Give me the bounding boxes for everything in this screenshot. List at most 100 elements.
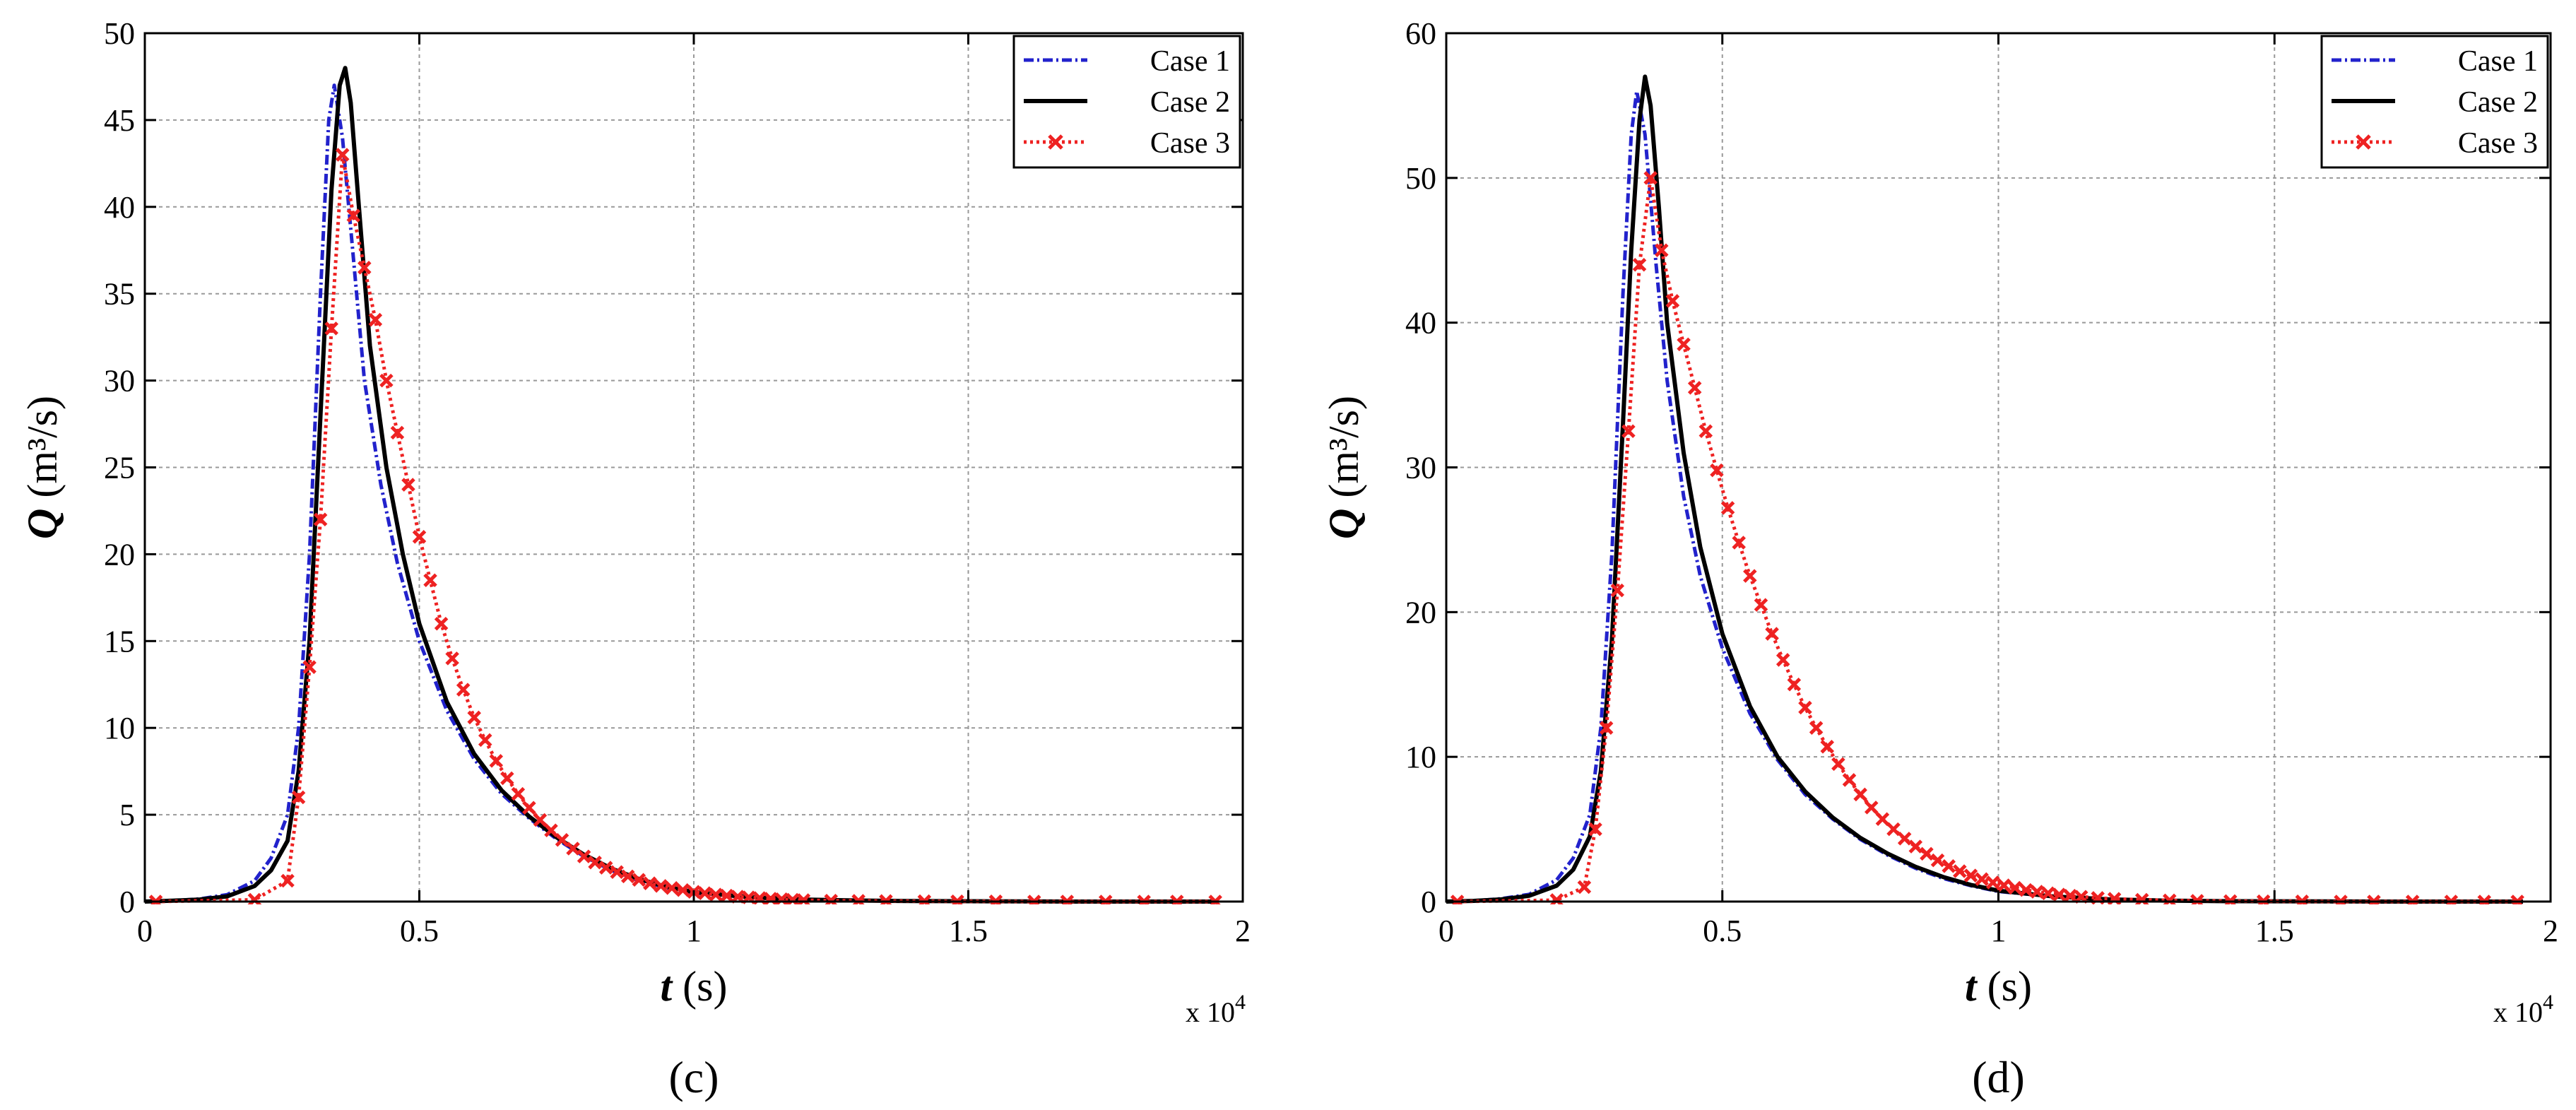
x-tick-label: 1 <box>686 914 702 948</box>
data-point-marker <box>796 893 811 904</box>
data-point-marker <box>709 887 723 902</box>
plot-area <box>145 66 1222 904</box>
y-tick-label: 40 <box>1405 306 1436 341</box>
data-point-marker <box>401 478 415 492</box>
data-point-marker <box>544 823 558 837</box>
series-2 <box>145 66 1216 904</box>
y-axis-unit: (m³/s) <box>19 396 66 509</box>
data-point-marker <box>786 892 800 904</box>
data-point-marker <box>1864 801 1879 815</box>
data-point-marker <box>654 879 668 893</box>
data-point-marker <box>500 771 514 786</box>
y-axis-label: Q (m³/s) <box>19 396 66 539</box>
data-point-marker <box>1897 832 1912 846</box>
y-axis-var: Q <box>19 509 66 539</box>
data-point-marker <box>1588 822 1602 837</box>
data-point-marker <box>1754 598 1768 612</box>
series-line <box>145 83 1216 904</box>
series-line <box>1457 176 2518 904</box>
x-axis-var: t <box>661 963 674 1010</box>
series-line <box>155 153 1216 904</box>
y-axis-var: Q <box>1321 509 1367 539</box>
x-tick-label: 0 <box>1438 914 1454 948</box>
data-point-marker <box>335 148 350 162</box>
legend-item-1: Case 1 <box>1024 45 1230 78</box>
data-point-marker <box>2008 880 2022 895</box>
data-point-marker <box>1655 243 1669 258</box>
data-point-marker <box>610 865 624 879</box>
data-point-marker <box>1809 721 1824 735</box>
data-point-marker <box>511 786 526 801</box>
x-axis-multiplier: x 104 <box>2493 991 2553 1028</box>
data-point-marker <box>280 873 295 888</box>
data-point-marker <box>412 530 427 544</box>
x-axis-multiplier-exponent: 4 <box>2543 991 2553 1014</box>
x-tick-label: 2 <box>2543 914 2558 948</box>
x-axis-multiplier: x 104 <box>1186 991 1246 1028</box>
data-point-marker <box>2030 885 2044 899</box>
data-point-marker <box>1997 878 2011 892</box>
data-point-marker <box>1643 171 1658 185</box>
data-point-marker <box>346 208 361 223</box>
data-point-marker <box>1621 424 1636 439</box>
data-point-marker <box>1720 501 1735 515</box>
data-point-marker <box>434 616 449 631</box>
data-point-marker <box>1875 812 1890 827</box>
data-point-marker <box>1577 880 1592 895</box>
x-tick-label: 1.5 <box>949 914 988 948</box>
series-3 <box>148 148 1222 904</box>
data-point-marker <box>1908 839 1923 854</box>
x-tick-label: 1 <box>1991 914 2007 948</box>
data-point-marker <box>390 425 405 440</box>
legend-item-3: Case 3 <box>1024 127 1230 160</box>
y-tick-label: 50 <box>104 16 135 51</box>
data-point-marker <box>478 733 492 748</box>
x-axis-label: t (s) <box>1965 963 2032 1010</box>
x-tick-label: 1.5 <box>2255 914 2294 948</box>
y-tick-label: 30 <box>104 364 135 398</box>
y-axis-unit: (m³/s) <box>1321 396 1367 509</box>
x-axis-unit: (s) <box>1977 963 2032 1010</box>
y-tick-label: 40 <box>104 190 135 225</box>
legend-marker <box>2356 134 2371 150</box>
x-tick-label: 0 <box>137 914 153 948</box>
y-tick-label: 30 <box>1405 451 1436 485</box>
y-tick-label: 35 <box>104 277 135 312</box>
data-point-marker <box>489 754 504 768</box>
y-tick-label: 20 <box>1405 595 1436 630</box>
y-tick-label: 0 <box>119 885 135 919</box>
x-axis-var: t <box>1965 963 1978 1010</box>
data-point-marker <box>632 873 646 887</box>
legend-label: Case 2 <box>2458 86 2538 119</box>
data-point-marker <box>1842 773 1857 787</box>
data-point-marker <box>2019 882 2033 897</box>
data-point-marker <box>1732 536 1746 550</box>
series-1 <box>1446 89 2523 904</box>
data-point-marker <box>555 832 569 847</box>
data-point-marker <box>1930 853 1945 868</box>
data-point-marker <box>467 710 481 725</box>
y-tick-label: 50 <box>1405 161 1436 196</box>
data-point-marker <box>379 373 394 388</box>
y-tick-label: 5 <box>119 798 135 832</box>
legend-label: Case 2 <box>1150 86 1230 119</box>
data-point-marker <box>2041 886 2055 901</box>
data-point-marker <box>291 790 306 805</box>
data-point-marker <box>774 892 789 904</box>
data-point-marker <box>247 892 262 904</box>
data-point-marker <box>522 801 536 815</box>
legend-label: Case 3 <box>1150 127 1230 160</box>
data-point-marker <box>731 890 745 904</box>
data-point-marker <box>1853 787 1867 802</box>
legend-item-1: Case 1 <box>2332 45 2538 78</box>
y-tick-label: 20 <box>104 537 135 572</box>
data-point-marker <box>1798 700 1812 715</box>
x-axis-unit: (s) <box>672 963 727 1010</box>
data-point-marker <box>665 881 679 895</box>
legend-label: Case 1 <box>1150 45 1230 78</box>
x-axis-multiplier-base: x 10 <box>1186 996 1235 1028</box>
y-tick-label: 0 <box>1421 885 1436 919</box>
data-point-marker <box>423 573 437 588</box>
